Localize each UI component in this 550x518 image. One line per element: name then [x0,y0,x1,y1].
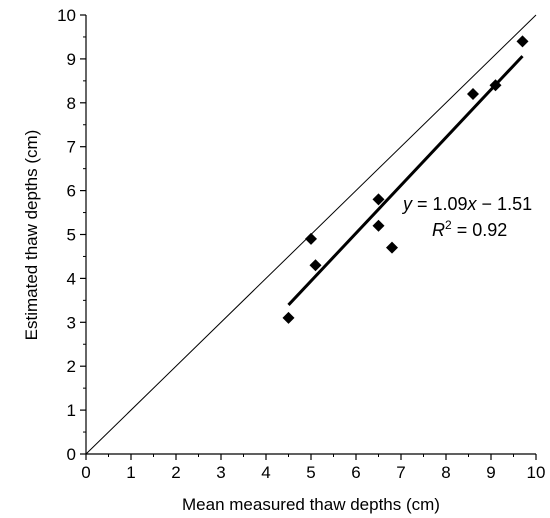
y-axis-title: Estimated thaw depths (cm) [22,130,41,341]
r2-value: = 0.92 [452,220,508,240]
r2-r: R [432,220,445,240]
eq-y: y [401,194,413,214]
data-point [467,88,479,101]
data-point [489,79,502,92]
data-point [372,219,385,232]
data-point [282,311,295,324]
y-tick-label: 0 [67,445,76,464]
x-tick-label: 2 [171,463,180,482]
data-point [372,193,385,206]
x-tick-label: 4 [261,463,270,482]
y-tick-label: 3 [67,313,76,332]
data-point [309,259,322,272]
y-axis-ticks: 0 1 2 3 4 5 6 7 8 9 10 [57,6,86,464]
x-tick-label: 10 [527,463,546,482]
y-tick-label: 10 [57,6,76,25]
x-axis-title: Mean measured thaw depths (cm) [182,495,440,514]
y-tick-label: 4 [67,269,76,288]
eq-intercept: − 1.51 [477,194,533,214]
y-tick-label: 7 [67,138,76,157]
y-tick-label: 2 [67,357,76,376]
data-point [305,232,317,245]
regression-equation: y = 1.09x − 1.51 [401,194,532,214]
data-point [516,35,529,48]
eq-x: x [467,194,478,214]
x-tick-label: 7 [396,463,405,482]
x-tick-label: 6 [351,463,360,482]
y-tick-label: 6 [67,182,76,201]
regression-line [287,55,524,306]
axes: 0 1 2 3 4 5 6 7 8 9 10 0 1 2 3 4 5 6 7 8 9 10 [57,6,545,482]
x-tick-label: 5 [306,463,315,482]
r2-sup: 2 [445,218,452,232]
r-squared: R2 = 0.92 [432,218,507,240]
eq-slope: = 1.09 [412,194,468,214]
x-tick-label: 0 [81,463,90,482]
y-tick-label: 1 [67,401,76,420]
data-point [386,241,398,254]
y-tick-label: 8 [67,94,76,113]
x-tick-label: 9 [486,463,495,482]
x-tick-label: 1 [126,463,135,482]
y-tick-label: 9 [67,50,76,69]
y-tick-label: 5 [67,226,76,245]
x-tick-label: 8 [441,463,450,482]
data-points [282,35,529,324]
x-tick-label: 3 [216,463,225,482]
x-axis-ticks: 0 1 2 3 4 5 6 7 8 9 10 [81,454,545,482]
